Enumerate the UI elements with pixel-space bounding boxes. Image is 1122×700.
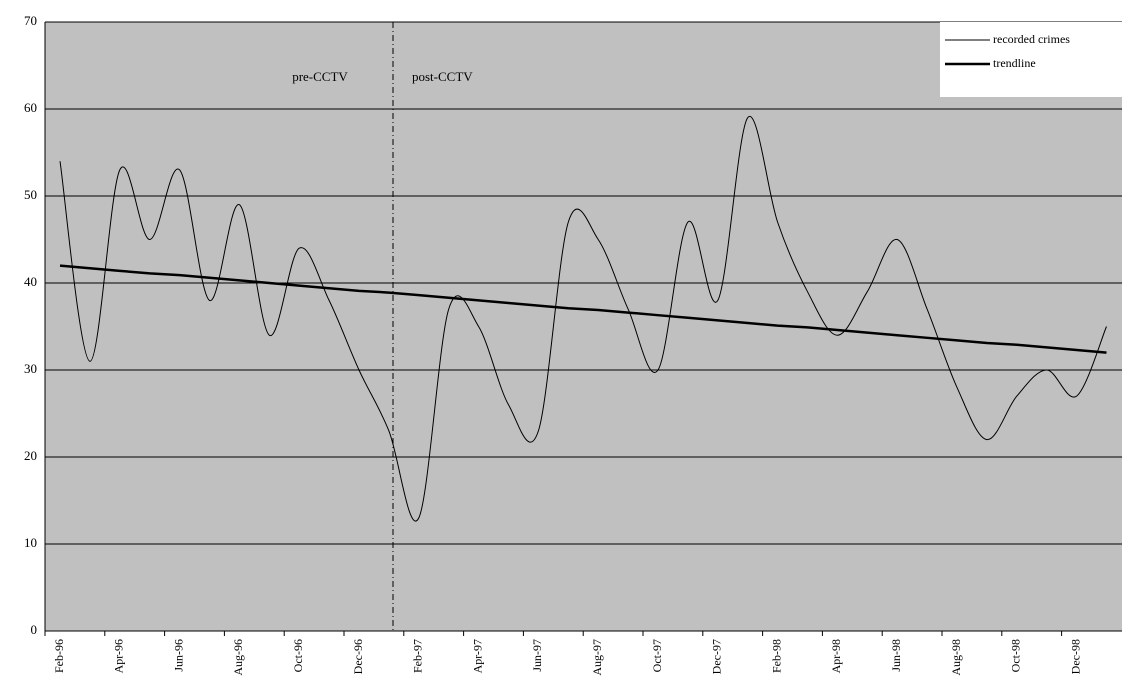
x-tick-label: Apr-96 [112, 639, 126, 673]
series-line [59, 264, 1107, 354]
y-tick-label: 20 [24, 448, 37, 463]
annotation: pre-CCTV [292, 69, 348, 84]
x-tick-label: Dec-97 [710, 639, 724, 674]
x-tick-label: Jun-98 [889, 639, 903, 672]
y-tick-label: 40 [24, 274, 37, 289]
legend-box [940, 22, 1122, 97]
x-tick-label: Feb-97 [411, 639, 425, 673]
x-tick-label: Oct-98 [1009, 639, 1023, 672]
x-tick-label: Feb-98 [769, 639, 783, 673]
x-tick-label: Aug-96 [231, 639, 245, 676]
y-tick-label: 50 [24, 187, 37, 202]
legend-label: recorded crimes [993, 32, 1070, 46]
y-tick-label: 30 [24, 361, 37, 376]
x-tick-label: Apr-97 [470, 639, 484, 673]
x-tick-label: Dec-98 [1068, 639, 1082, 674]
series-line [59, 115, 1107, 522]
x-tick-label: Jun-96 [171, 639, 185, 672]
y-tick-label: 70 [24, 13, 37, 28]
x-tick-label: Feb-96 [52, 639, 66, 673]
x-tick-label: Apr-98 [829, 639, 843, 673]
annotation: post-CCTV [412, 69, 473, 84]
x-tick-label: Oct-96 [291, 639, 305, 672]
plot-area [45, 22, 1122, 631]
x-tick-label: Aug-97 [590, 639, 604, 676]
x-tick-label: Aug-98 [949, 639, 963, 676]
legend-label: trendline [993, 56, 1036, 70]
x-tick-label: Jun-97 [530, 639, 544, 672]
x-tick-label: Dec-96 [351, 639, 365, 674]
y-tick-label: 60 [24, 100, 37, 115]
x-tick-label: Oct-97 [650, 639, 664, 672]
y-tick-label: 0 [31, 622, 38, 637]
y-tick-label: 10 [24, 535, 37, 550]
